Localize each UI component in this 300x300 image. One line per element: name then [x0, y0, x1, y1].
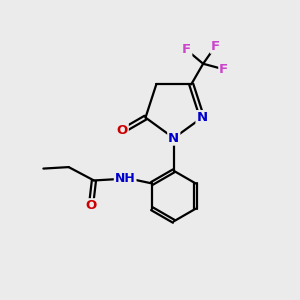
Text: O: O	[85, 199, 97, 212]
Text: N: N	[168, 132, 179, 145]
Text: F: F	[182, 44, 191, 56]
Text: N: N	[196, 111, 208, 124]
Text: F: F	[211, 40, 220, 53]
Text: F: F	[219, 63, 228, 76]
Text: NH: NH	[115, 172, 136, 185]
Text: O: O	[116, 124, 128, 137]
